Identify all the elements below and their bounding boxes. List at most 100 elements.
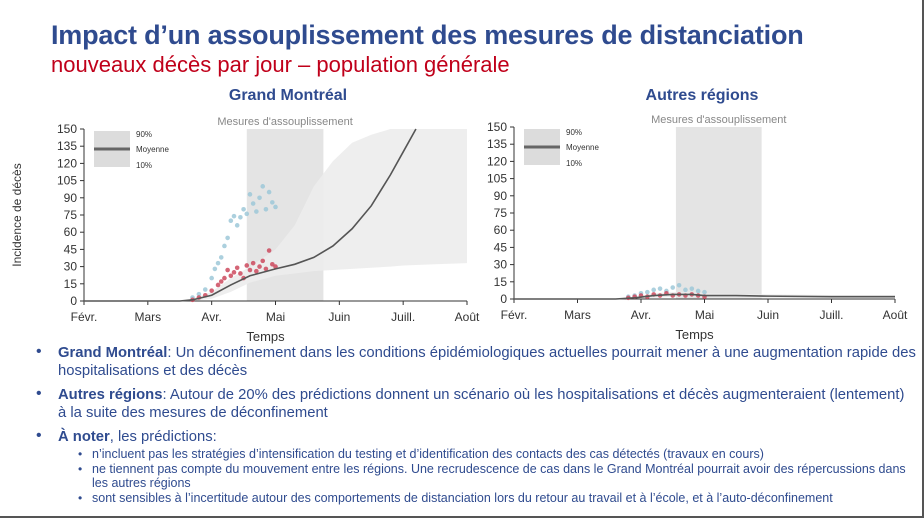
x-tick-label: Févr. [501,308,528,322]
x-tick-label: Mai [266,310,285,324]
obs-point-blue [270,200,275,205]
obs-point-blue [247,192,253,197]
legend-lower-label: 10% [136,161,152,170]
obs-point-red [270,262,275,267]
sub-bullet-text: sont sensibles à l’incertitude autour de… [92,491,833,505]
y-tick-label: 45 [494,240,508,254]
obs-point-blue [244,211,250,217]
obs-point-blue [670,285,676,290]
x-tick-label: Avr. [631,308,651,322]
obs-point-blue [263,206,269,212]
slide-subtitle: nouveaux décès par jour – population gén… [51,52,510,77]
x-tick-label: Avr. [201,310,221,324]
x-axis-label: Temps [675,327,714,342]
bullet-dot: • [36,343,42,360]
obs-point-blue [234,223,240,228]
y-tick-label: 60 [64,225,78,239]
legend-upper-label: 90% [566,128,582,137]
obs-point-red [266,248,272,253]
y-tick-label: 120 [487,154,507,168]
obs-point-blue [266,189,272,195]
obs-point-red [234,265,240,271]
sub-dot: • [78,462,83,476]
obs-point-red [222,275,227,281]
bullet-dot: • [36,385,42,402]
y-tick-label: 60 [494,223,508,237]
charts-svg: Grand Montréal Mesures d'assouplissement 0… [10,87,908,344]
obs-point-red [247,267,253,273]
obs-point-red [209,288,214,293]
obs-point-blue [241,206,246,212]
y-tick-label: 30 [64,260,78,274]
relaxation-region [675,127,762,299]
obs-point-red [218,279,224,284]
obs-point-blue [645,289,650,295]
sub-bullet-text: n’incluent pas les stratégies d’intensif… [92,447,764,461]
obs-point-red [254,268,259,274]
obs-point-red [228,273,234,279]
mean-line [84,128,417,302]
obs-point-red [250,260,256,266]
obs-point-red [231,270,237,275]
obs-point-blue [218,255,224,260]
x-tick-label: Mars [134,310,161,324]
chart-title: Grand Montréal [229,87,347,104]
obs-point-blue [212,266,218,272]
obs-point-red [257,264,262,269]
y-tick-label: 90 [494,189,508,203]
bullet-dot: • [36,427,42,444]
y-tick-label: 150 [487,120,507,134]
y-tick-label: 105 [57,174,77,188]
x-tick-label: Févr. [71,310,98,324]
bullet-list: • Grand Montréal: Un déconfinement dans … [36,343,916,511]
bullet-bold: Autres régions [58,387,163,403]
obs-point-blue [683,287,688,293]
bullet-bold: Grand Montréal [58,345,168,361]
y-tick-label: 15 [494,275,508,289]
obs-point-blue [676,282,682,288]
relaxation-label: Mesures d'assouplissement [217,116,352,128]
obs-point-blue [702,289,707,295]
y-tick-label: 135 [487,137,507,151]
obs-point-red [238,271,243,276]
obs-point-red [225,267,230,273]
sub-bullet: • n’incluent pas les stratégies d’intensi… [58,447,916,461]
obs-point-blue [254,209,259,214]
slide-title: Impact d’un assouplissement des mesures … [51,20,804,50]
bullet-autres-regions: • Autres régions: Autour de 20% des préd… [36,385,916,422]
x-tick-label: Juin [328,310,350,324]
chart-1: Autres régions Mesures d'assouplissement 0… [487,87,908,342]
obs-point-blue [257,195,262,201]
y-tick-label: 0 [500,292,507,306]
sub-bullet-text: ne tiennent pas compte du mouvement entr… [92,462,906,490]
chart-0: Grand Montréal Mesures d'assouplissement 0… [10,87,480,344]
obs-point-blue [651,287,656,293]
x-tick-label: Juill. [819,308,843,322]
y-tick-label: 75 [64,208,78,222]
y-tick-label: 75 [494,206,508,220]
obs-point-blue [215,260,221,266]
x-tick-label: Juill. [391,310,415,324]
y-tick-label: 135 [57,139,77,153]
y-axis-label: Incidence de décès [10,163,24,266]
chart-title: Autres régions [646,87,759,104]
x-tick-label: Août [455,310,480,324]
legend-upper-label: 90% [136,130,152,139]
bullet-text: , les prédictions: [109,429,217,445]
bullet-a-noter: • À noter, les prédictions: • n’incluent … [36,427,916,505]
x-tick-label: Juin [757,308,779,322]
bullet-text: : Un déconfinement dans les conditions é… [58,345,916,379]
y-tick-label: 30 [494,258,508,272]
bullet-grand-montreal: • Grand Montréal: Un déconfinement dans … [36,343,916,380]
x-axis-label: Temps [246,329,285,344]
obs-point-red [260,258,266,264]
y-tick-label: 0 [70,294,77,308]
legend-lower-label: 10% [566,159,582,168]
confidence-band [84,129,467,301]
sub-bullet: • sont sensibles à l’incertitude autour d… [58,491,916,505]
sub-bullet: • ne tiennent pas compte du mouvement ent… [58,462,916,490]
obs-point-blue [202,287,208,292]
obs-point-blue [657,286,663,291]
x-tick-label: Août [883,308,908,322]
